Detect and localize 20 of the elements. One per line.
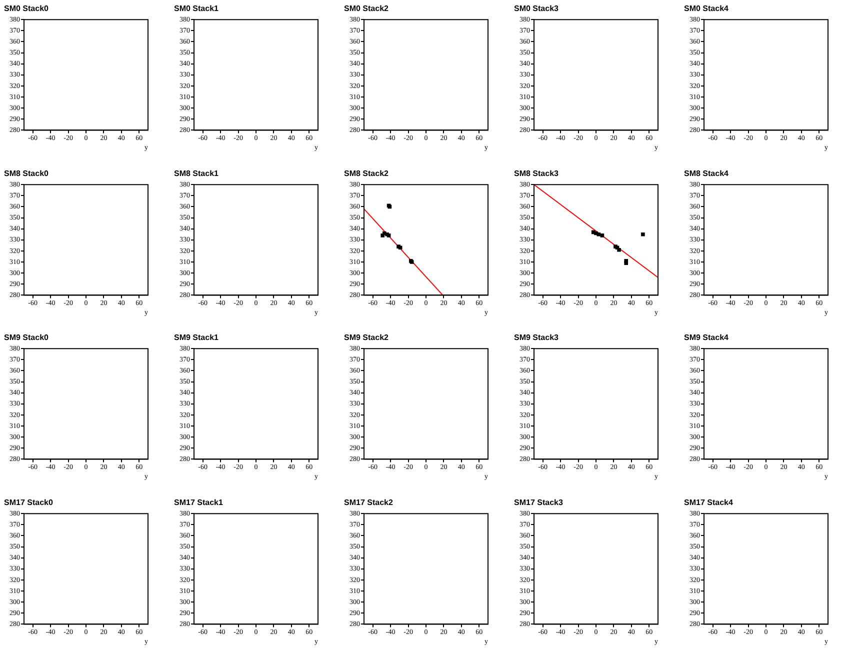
- chart-title: SM17 Stack4: [684, 498, 734, 507]
- chart-title: SM8 Stack0: [4, 168, 50, 178]
- chart-title: SM9 Stack4: [684, 333, 730, 342]
- chart-title: SM9 Stack2: [344, 333, 390, 342]
- chart-title: SM0 Stack1: [174, 4, 220, 14]
- chart-title: SM8 Stack2: [344, 168, 390, 178]
- chart-title: SM17 Stack1: [174, 498, 224, 507]
- chart-title: SM0 Stack4: [684, 4, 730, 14]
- chart-title: SM9 Stack1: [174, 333, 220, 342]
- chart-title: SM9 Stack0: [4, 333, 50, 342]
- chart-title: SM9 Stack3: [514, 333, 560, 342]
- chart-title: SM17 Stack0: [4, 498, 54, 507]
- chart-title: SM17 Stack2: [344, 498, 394, 507]
- chart-title: SM17 Stack3: [514, 498, 564, 507]
- chart-title: SM0 Stack3: [514, 4, 560, 14]
- chart-title: SM0 Stack0: [4, 4, 50, 14]
- chart-title: SM0 Stack2: [344, 4, 390, 14]
- chart-title: SM8 Stack3: [514, 168, 560, 178]
- chart-title: SM8 Stack1: [174, 168, 220, 178]
- chart-title: SM8 Stack4: [684, 168, 730, 178]
